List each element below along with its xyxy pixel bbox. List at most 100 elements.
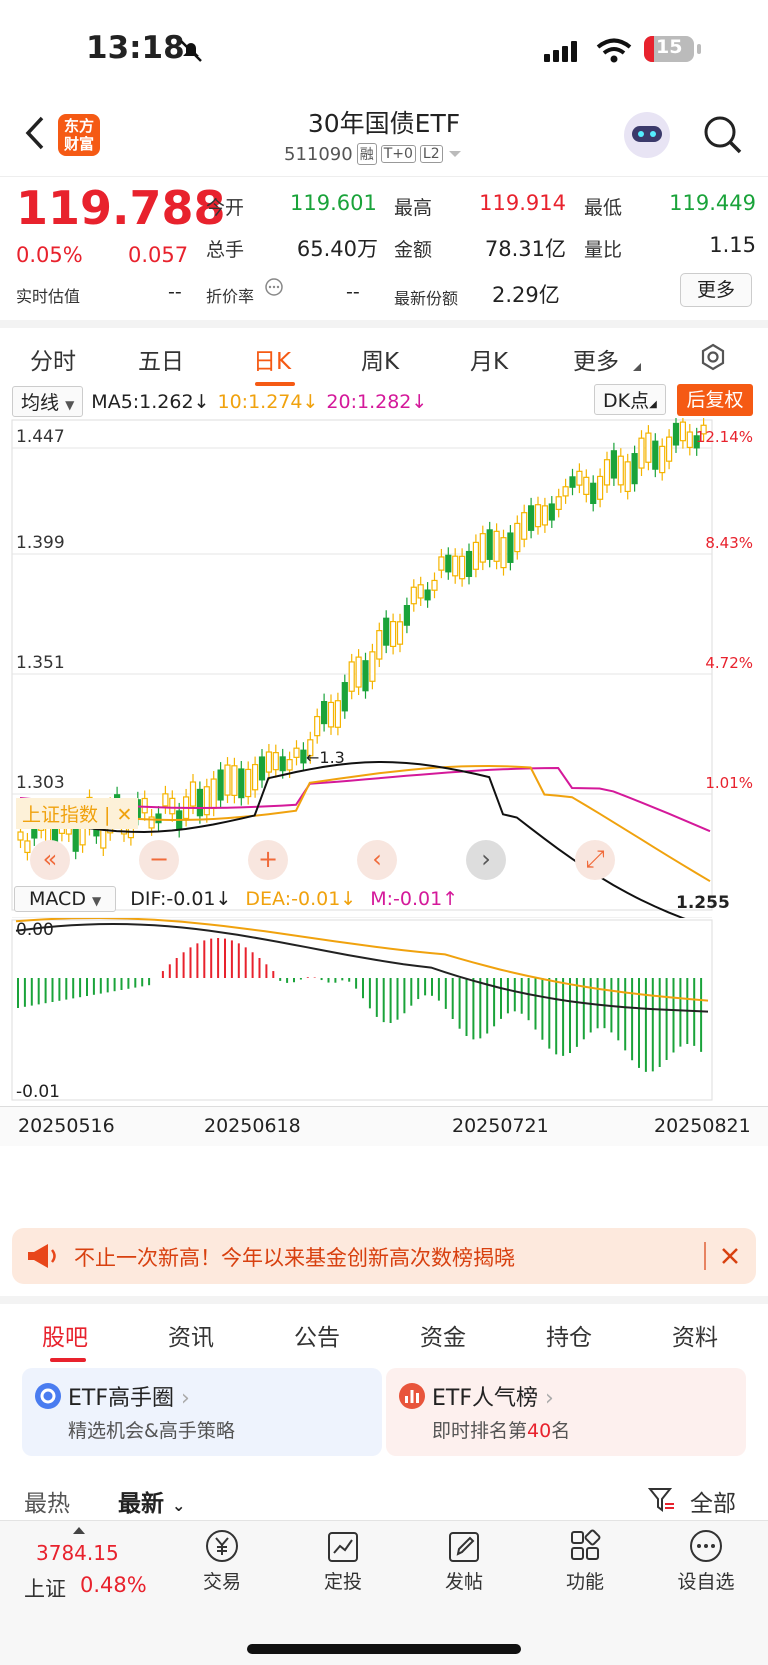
tab-monthly-k[interactable]: 月K (470, 349, 509, 375)
dk-point-button[interactable]: DK点◢ (594, 384, 666, 415)
dea-value: DEA:-0.01↓ (245, 888, 357, 910)
candle-body (659, 445, 666, 474)
candle-body (438, 556, 445, 571)
tab-announcements[interactable]: 公告 (294, 1325, 340, 1351)
status-time: 13:18 (86, 30, 185, 66)
candlestick-area[interactable]: 1.447 1.399 1.351 1.303 1.255 12.14% 8.43% 4.72… (0, 418, 768, 918)
ma20-value: 20:1.282↓ (326, 390, 428, 413)
dea-line (15, 918, 709, 1002)
robot-assistant-icon[interactable] (624, 112, 670, 158)
tab-funds[interactable]: 资金 (420, 1325, 466, 1351)
candle-body (369, 651, 376, 682)
candle-body (534, 504, 542, 528)
shares-value: 2.29亿 (492, 283, 560, 307)
sort-hot[interactable]: 最热 (24, 1491, 70, 1517)
search-icon[interactable] (702, 114, 744, 156)
next-icon[interactable]: › (466, 840, 506, 880)
tab-news[interactable]: 资讯 (168, 1325, 214, 1351)
wifi-icon (596, 38, 632, 63)
info-icon[interactable] (264, 277, 284, 297)
sort-new[interactable]: 最新 ⌄ (118, 1491, 186, 1517)
nav-post[interactable]: 发帖 (424, 1527, 504, 1594)
tab-more[interactable]: 更多 (573, 349, 619, 375)
high-marker-label: ←1.3 (306, 748, 345, 767)
more-button[interactable]: 更多 (680, 273, 752, 307)
index-name[interactable]: 上证 (24, 1577, 66, 1601)
prev-icon[interactable]: ‹ (357, 840, 397, 880)
index-change[interactable]: 0.48% (80, 1573, 147, 1597)
candle-body (162, 793, 169, 807)
nav-add-watchlist[interactable]: 设自选 (666, 1527, 746, 1594)
ranking-bars-icon (399, 1383, 425, 1409)
candle-body (196, 788, 203, 817)
nav-functions[interactable]: 功能 (545, 1527, 625, 1594)
candle-body (603, 459, 611, 486)
tab-profile[interactable]: 资料 (672, 1325, 718, 1351)
candle-body (169, 797, 176, 815)
filter-all[interactable]: 全部 (690, 1491, 736, 1517)
candle-body (403, 605, 410, 626)
kline-chart[interactable]: 均线 ▼ MA5:1.262↓ 10:1.274↓ 20:1.282↓ DK点◢… (0, 382, 768, 1212)
nav-invest-plan[interactable]: 定投 (303, 1527, 383, 1594)
macd-bottom-label: -0.01 (16, 1082, 60, 1102)
candle-body (341, 682, 348, 712)
gear-icon[interactable] (698, 342, 728, 372)
fullscreen-icon[interactable]: ⤢ (575, 840, 615, 880)
zoom-out-icon[interactable]: − (139, 840, 179, 880)
candle-body (217, 769, 224, 801)
news-banner[interactable]: 不止一次新高！今年以来基金创新高次数榜揭晓 (12, 1228, 756, 1284)
tab-holdings[interactable]: 持仓 (546, 1325, 592, 1351)
candle-body (569, 476, 576, 488)
candle-body (686, 431, 693, 449)
content-tabs: 股吧 资讯 公告 资金 持仓 资料 (0, 1296, 768, 1362)
close-icon[interactable] (720, 1246, 740, 1266)
candle-body (665, 436, 673, 462)
open-label: 今开 (206, 197, 245, 219)
candle-body (500, 537, 507, 569)
app-logo: 东方 财富 (58, 114, 100, 156)
candle-body (548, 503, 555, 521)
candle-body (417, 584, 424, 599)
security-code-row[interactable]: 511090 融 T+0 L2 (284, 143, 463, 165)
tab-daily-k[interactable]: 日K (253, 349, 292, 375)
tab-guba[interactable]: 股吧 (42, 1325, 88, 1351)
index-value[interactable]: 3784.15 (36, 1541, 119, 1565)
tab-weekly-k[interactable]: 周K (361, 349, 400, 375)
tab-underline (255, 382, 295, 386)
tab-intraday[interactable]: 分时 (30, 349, 76, 375)
chart-calendar-icon (328, 1532, 358, 1562)
m-value: M:-0.01↑ (370, 888, 459, 910)
candle-body (265, 751, 272, 773)
volume-ratio-value: 1.15 (709, 233, 756, 257)
tab-five-day[interactable]: 五日 (138, 349, 184, 375)
triangle-icon (633, 363, 641, 371)
banner-divider (704, 1242, 706, 1270)
volume-label: 总手 (206, 239, 245, 261)
etf-expert-card[interactable]: ETF高手圈 › 精选机会&高手策略 (22, 1368, 382, 1456)
candle-body (679, 421, 687, 442)
macd-area[interactable] (0, 918, 768, 1102)
candle-body (148, 816, 155, 829)
etf-ranking-card[interactable]: ETF人气榜 › 即时排名第40名 (386, 1368, 746, 1456)
status-bar: 13:18 15 (0, 0, 768, 100)
sort-row: 最热 最新 ⌄ 全部 (0, 1468, 768, 1518)
candle-body (355, 656, 362, 688)
expert-circle-icon (35, 1383, 61, 1409)
volume-ratio-label: 量比 (584, 239, 623, 261)
index-overlay-chip[interactable]: 上证指数 | ✕ (16, 798, 139, 829)
candle-body (672, 422, 680, 446)
macd-selector[interactable]: MACD ▼ (14, 886, 117, 912)
expand-up-icon[interactable] (72, 1525, 86, 1535)
rewind-icon[interactable]: « (30, 840, 70, 880)
adjust-button[interactable]: 后复权 (677, 384, 753, 416)
candle-body (576, 470, 583, 486)
ma-selector[interactable]: 均线 ▼ (12, 386, 84, 417)
candle-body (486, 529, 493, 560)
candle-body (521, 512, 528, 540)
filter-icon[interactable] (648, 1486, 676, 1514)
back-arrow-icon[interactable] (22, 114, 48, 152)
candle-body (245, 768, 252, 798)
nav-trade[interactable]: 交易 (182, 1527, 262, 1594)
zoom-in-icon[interactable]: + (248, 840, 288, 880)
candle-body (203, 786, 210, 816)
